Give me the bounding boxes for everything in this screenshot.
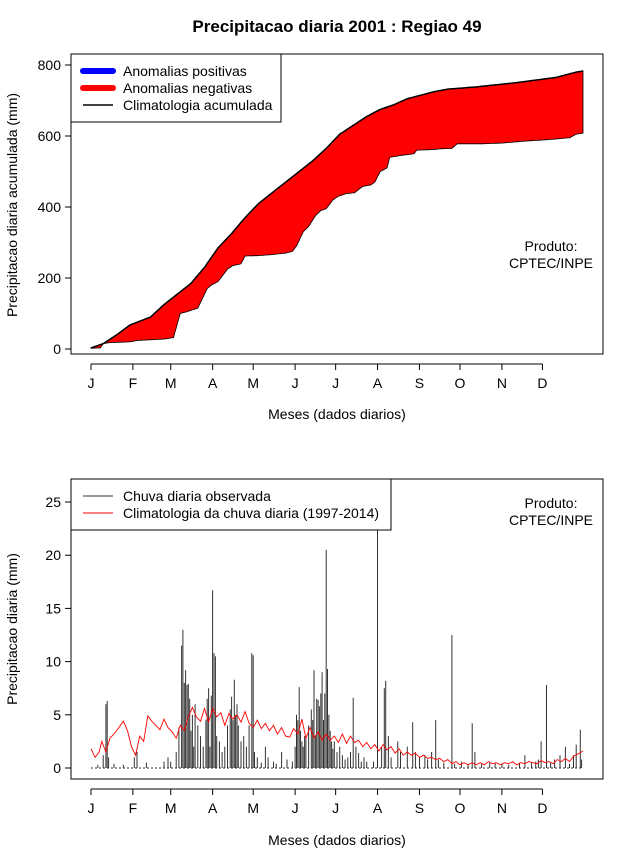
daily-y-tick-label: 10 bbox=[45, 654, 61, 670]
daily-x-tick-label: J bbox=[88, 800, 95, 816]
figure-title: Precipitacao diaria 2001 : Regiao 49 bbox=[192, 17, 481, 36]
daily-x-tick-label: A bbox=[208, 800, 218, 816]
daily-x-tick-label: M bbox=[165, 800, 177, 816]
daily-y-tick-label: 5 bbox=[53, 707, 61, 723]
cumulative-x-tick-label: J bbox=[332, 375, 339, 391]
credit-line1-bottom: Produto: bbox=[525, 495, 578, 511]
daily-x-tick-label: M bbox=[247, 800, 259, 816]
credit-line2-top: CPTEC/INPE bbox=[509, 255, 593, 271]
daily-y-tick-label: 20 bbox=[45, 547, 61, 563]
daily-x-tick-label: O bbox=[455, 800, 466, 816]
cumulative-x-tick-label: M bbox=[165, 375, 177, 391]
daily-x-tick-label: F bbox=[129, 800, 138, 816]
cumulative-y-axis-label: Precipitacao diaria acumulada (mm) bbox=[4, 93, 20, 317]
daily-y-tick-label: 25 bbox=[45, 494, 61, 510]
daily-y-tick-label: 15 bbox=[45, 600, 61, 616]
daily-x-tick-label: J bbox=[332, 800, 339, 816]
daily-y-tick-label: 0 bbox=[53, 760, 61, 776]
cumulative-x-tick-label: F bbox=[129, 375, 138, 391]
legend-label-positive: Anomalias positivas bbox=[123, 63, 247, 79]
cumulative-x-tick-label: J bbox=[292, 375, 299, 391]
daily-y-axis-label: Precipitacao diaria (mm) bbox=[4, 553, 20, 705]
cumulative-line-layer bbox=[90, 70, 584, 349]
cumulative-x-tick-label: D bbox=[537, 375, 547, 391]
cumulative-climatology-line bbox=[90, 70, 584, 349]
cumulative-y-tick-label: 200 bbox=[38, 270, 62, 286]
daily-x-tick-label: J bbox=[292, 800, 299, 816]
daily-x-tick-label: S bbox=[415, 800, 424, 816]
cumulative-x-tick-label: A bbox=[208, 375, 218, 391]
cumulative-x-axis-label: Meses (dados diarios) bbox=[268, 406, 406, 422]
cumulative-x-tick-label: J bbox=[88, 375, 95, 391]
legend-label-daily-climatology: Climatologia da chuva diaria (1997-2014) bbox=[123, 505, 379, 521]
cumulative-y-tick-label: 600 bbox=[38, 128, 62, 144]
cumulative-plot-frame bbox=[70, 53, 604, 355]
legend-label-negative: Anomalias negativas bbox=[123, 80, 252, 96]
daily-climatology-line bbox=[90, 706, 584, 766]
cumulative-y-tick-label: 0 bbox=[53, 341, 61, 357]
daily-x-tick-label: D bbox=[537, 800, 547, 816]
daily-legend: Chuva diaria observada Climatologia da c… bbox=[70, 478, 392, 531]
daily-x-tick-label: N bbox=[497, 800, 507, 816]
cumulative-y-tick-label: 800 bbox=[38, 57, 62, 73]
cumulative-legend: Anomalias positivas Anomalias negativas … bbox=[70, 53, 282, 123]
legend-label-observed: Chuva diaria observada bbox=[123, 488, 271, 504]
daily-x-tick-label: A bbox=[373, 800, 383, 816]
cumulative-x-tick-label: N bbox=[497, 375, 507, 391]
credit-line2-bottom: CPTEC/INPE bbox=[509, 512, 593, 528]
legend-label-climatology: Climatologia acumulada bbox=[123, 97, 273, 113]
cumulative-x-tick-label: O bbox=[455, 375, 466, 391]
daily-legend-box bbox=[70, 478, 392, 531]
cumulative-chart: 0 200 400 600 800 J F M A M J J A S O N D Meses (dados … bbox=[4, 53, 604, 422]
daily-clim-line-layer bbox=[90, 706, 584, 766]
credit-line1-top: Produto: bbox=[525, 238, 578, 254]
cumulative-y-tick-label: 400 bbox=[38, 199, 62, 215]
cumulative-y-axis: 0 200 400 600 800 bbox=[38, 57, 71, 357]
cumulative-x-tick-label: A bbox=[373, 375, 383, 391]
cumulative-x-tick-label: M bbox=[247, 375, 259, 391]
daily-bars-layer bbox=[91, 502, 583, 769]
daily-chart: 0 5 10 15 20 25 J F M A M J J A S O N D Meses (dados dia… bbox=[4, 478, 604, 848]
daily-x-axis-label: Meses (dados diarios) bbox=[268, 832, 406, 848]
cumulative-x-tick-label: S bbox=[415, 375, 424, 391]
daily-y-axis: 0 5 10 15 20 25 bbox=[45, 494, 71, 776]
